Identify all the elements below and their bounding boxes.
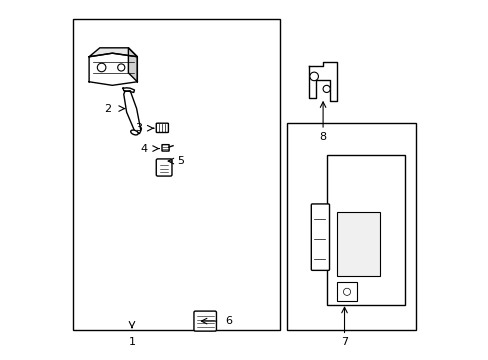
Polygon shape bbox=[89, 53, 137, 85]
Polygon shape bbox=[308, 62, 337, 102]
Text: 5: 5 bbox=[176, 156, 183, 166]
Text: 3: 3 bbox=[135, 123, 142, 133]
Bar bbox=[287, 123, 415, 330]
Text: 4: 4 bbox=[140, 144, 147, 154]
Circle shape bbox=[97, 63, 106, 72]
Polygon shape bbox=[128, 48, 137, 82]
Circle shape bbox=[323, 85, 329, 93]
Text: 8: 8 bbox=[319, 132, 326, 142]
Polygon shape bbox=[89, 48, 137, 57]
Circle shape bbox=[118, 64, 124, 71]
Bar bbox=[337, 282, 356, 301]
Circle shape bbox=[309, 72, 318, 81]
Text: 6: 6 bbox=[224, 316, 231, 326]
Ellipse shape bbox=[130, 130, 138, 135]
Bar bbox=[73, 19, 280, 330]
Bar bbox=[337, 212, 380, 276]
Text: 7: 7 bbox=[340, 337, 347, 347]
FancyBboxPatch shape bbox=[311, 204, 329, 270]
FancyBboxPatch shape bbox=[156, 159, 172, 176]
Text: 2: 2 bbox=[104, 104, 111, 113]
Circle shape bbox=[343, 288, 350, 296]
FancyBboxPatch shape bbox=[162, 145, 169, 151]
Polygon shape bbox=[123, 88, 134, 93]
FancyBboxPatch shape bbox=[156, 123, 168, 132]
Bar bbox=[326, 155, 405, 305]
Text: 1: 1 bbox=[128, 337, 135, 347]
Polygon shape bbox=[123, 91, 141, 134]
FancyBboxPatch shape bbox=[194, 311, 216, 331]
